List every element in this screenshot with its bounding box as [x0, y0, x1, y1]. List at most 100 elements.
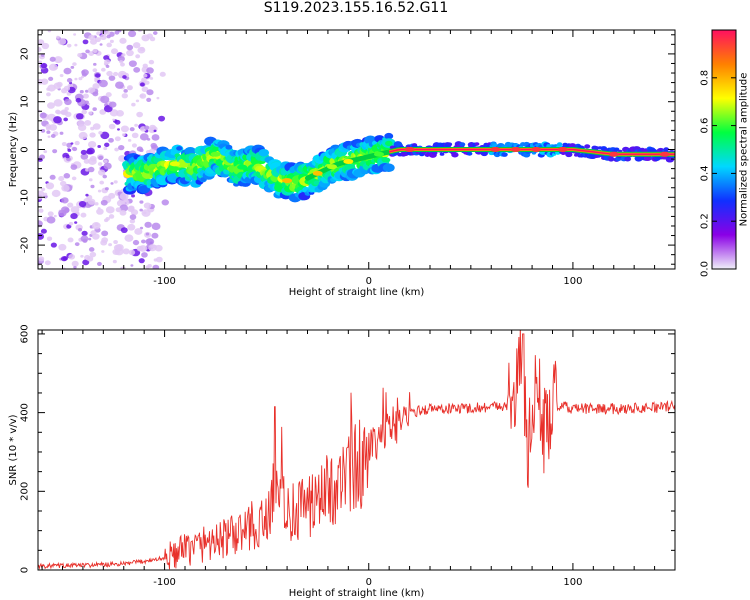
ridge-blob	[382, 163, 395, 173]
x-tick-label: 100	[563, 276, 582, 287]
noise-blob	[41, 42, 50, 50]
noise-blob	[129, 214, 137, 220]
noise-blob	[89, 38, 98, 45]
noise-blob	[134, 228, 143, 235]
noise-blob	[56, 35, 60, 39]
noise-blob	[85, 193, 89, 197]
noise-blob	[92, 123, 101, 130]
ridge-blob	[451, 152, 459, 158]
noise-blob	[70, 142, 74, 145]
noise-blob	[74, 221, 78, 224]
noise-blob	[146, 97, 152, 102]
noise-blob	[136, 146, 143, 152]
noise-blob	[141, 239, 146, 244]
noise-blob	[94, 73, 101, 78]
noise-blob	[110, 48, 119, 55]
noise-blob	[47, 135, 51, 138]
y-tick-label: 200	[20, 482, 31, 501]
spectrogram-data	[38, 30, 675, 269]
noise-blob	[38, 208, 44, 213]
noise-blob	[120, 62, 125, 67]
noise-blob	[63, 117, 68, 122]
noise-blob	[112, 118, 116, 122]
noise-blob	[101, 230, 109, 237]
noise-blob	[64, 106, 69, 111]
y-axis-label: SNR (10 * v/v)	[8, 414, 19, 485]
ridge-blob	[345, 162, 356, 170]
noise-blob	[53, 214, 57, 218]
noise-blob	[82, 93, 89, 99]
page-title: S119.2023.155.16.52.G11	[263, 0, 449, 16]
noise-blob	[100, 131, 110, 140]
noise-blob	[103, 162, 112, 170]
noise-blob	[154, 244, 163, 252]
noise-blob	[139, 133, 149, 141]
colorbar-tick-label: 0.8	[700, 70, 711, 86]
ridge-blob	[480, 151, 488, 157]
noise-blob	[47, 30, 52, 33]
noise-blob	[97, 162, 103, 166]
noise-blob	[74, 140, 80, 146]
noise-blob	[70, 164, 78, 170]
noise-blob	[108, 75, 116, 81]
noise-blob	[106, 70, 113, 77]
noise-blob	[103, 146, 108, 151]
noise-blob	[144, 221, 152, 228]
noise-blob	[83, 158, 90, 164]
noise-blob	[126, 85, 133, 91]
noise-blob	[120, 125, 130, 133]
noise-blob	[81, 75, 85, 79]
noise-blob	[100, 199, 108, 206]
noise-blob	[128, 60, 137, 68]
noise-blob	[118, 144, 125, 151]
noise-blob	[108, 214, 115, 219]
noise-blob	[61, 197, 69, 204]
ridge-blob	[383, 157, 391, 163]
ridge-blob	[593, 146, 600, 151]
noise-blob	[105, 206, 115, 214]
ridge-hotspot	[327, 164, 337, 170]
noise-blob	[103, 55, 110, 61]
noise-blob	[53, 99, 63, 107]
noise-blob	[121, 93, 128, 99]
noise-blob	[120, 198, 130, 207]
ridge-hotspot	[659, 151, 670, 157]
y-tick-label: 600	[20, 324, 31, 343]
ridge-hotspot	[531, 147, 542, 152]
noise-blob	[122, 75, 127, 79]
noise-blob	[68, 254, 76, 260]
noise-blob	[38, 233, 44, 240]
noise-blob	[156, 96, 160, 100]
noise-blob	[78, 76, 83, 81]
noise-blob	[97, 189, 102, 193]
noise-blob	[131, 143, 137, 148]
noise-blob	[141, 77, 147, 83]
y-tick-label: 400	[20, 403, 31, 422]
noise-blob	[129, 127, 135, 132]
noise-blob	[87, 141, 97, 148]
noise-blob	[74, 77, 78, 81]
noise-blob	[114, 248, 124, 256]
x-tick-label: 0	[366, 577, 372, 588]
colorbar-tick-label: 0.2	[700, 213, 711, 229]
noise-blob	[132, 239, 140, 246]
noise-blob	[49, 56, 56, 62]
noise-blob	[93, 62, 97, 66]
x-tick-label: -100	[153, 276, 176, 287]
noise-blob	[141, 34, 150, 42]
noise-blob	[63, 67, 72, 75]
noise-blob	[148, 59, 155, 65]
plot-frame	[37, 329, 676, 571]
noise-blob	[80, 149, 87, 155]
noise-blob	[40, 62, 48, 69]
y-tick-label: 20	[20, 48, 31, 61]
noise-blob	[77, 228, 83, 232]
noise-blob	[135, 54, 141, 59]
noise-blob	[51, 189, 61, 198]
noise-blob	[101, 250, 105, 253]
noise-blob	[49, 174, 56, 180]
noise-blob	[102, 174, 107, 179]
noise-blob	[119, 37, 127, 44]
ridge-hotspot	[343, 158, 354, 164]
noise-blob	[82, 259, 90, 266]
